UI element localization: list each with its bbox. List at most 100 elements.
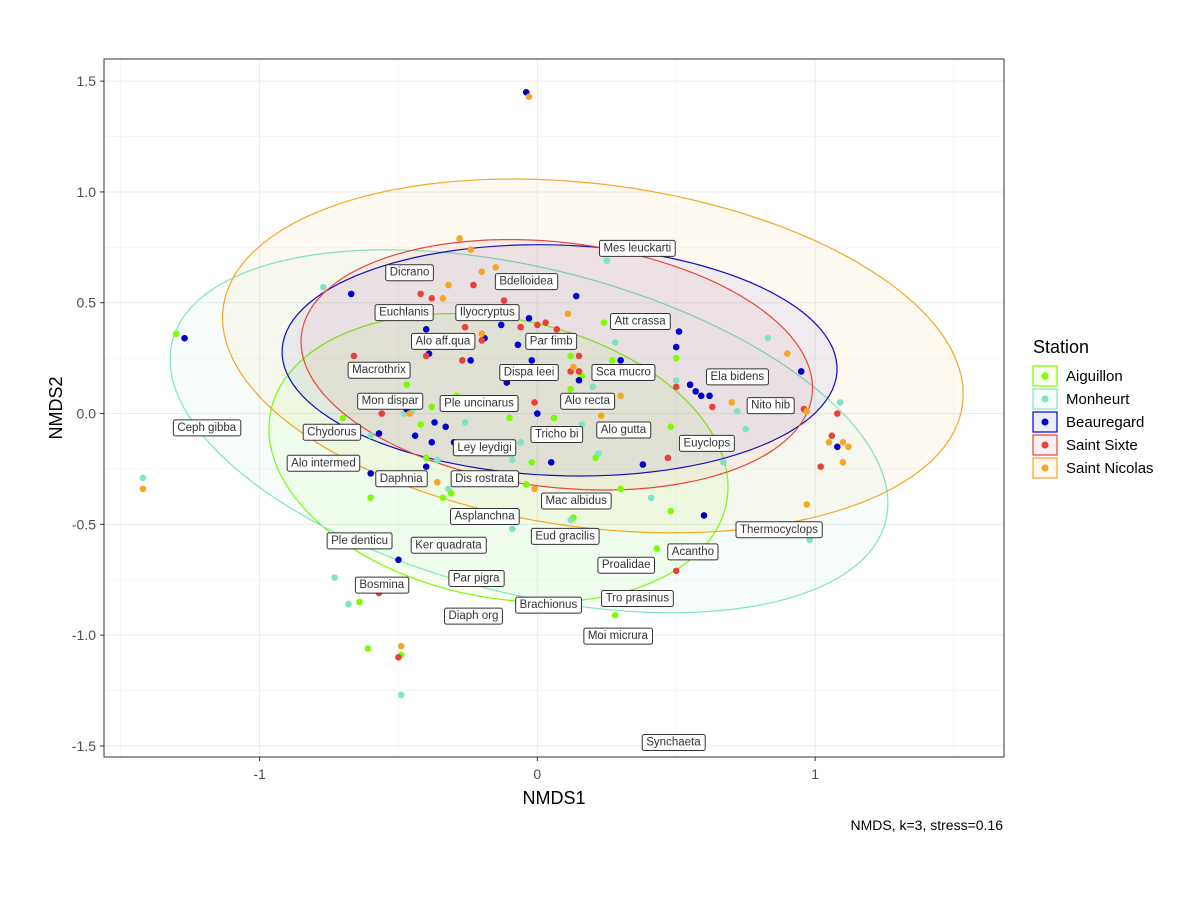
- species-label-box: [444, 607, 503, 625]
- point-saint-nicolas: [467, 246, 474, 253]
- species-label-text: Ple uncinarus: [444, 397, 514, 409]
- species-label: Synchaeta: [641, 733, 706, 751]
- species-label-box: [541, 492, 612, 510]
- point-saint-sixte: [575, 368, 583, 375]
- species-label-box: [385, 264, 434, 282]
- point-aiguillon: [356, 598, 363, 606]
- point-beauregard: [617, 357, 624, 364]
- chart-caption: NMDS, k=3, stress=0.16: [850, 817, 1003, 833]
- point-aiguillon: [439, 494, 447, 502]
- point-aiguillon: [403, 381, 411, 389]
- species-label-box: [347, 361, 411, 379]
- point-beauregard: [639, 461, 647, 468]
- point-monheurt: [611, 339, 619, 346]
- species-label-box: [494, 273, 559, 291]
- species-label-box: [610, 312, 671, 330]
- point-saint-nicolas: [617, 392, 624, 400]
- y-tick-label: 1.5: [77, 73, 97, 89]
- species-label-text: Tro prasinus: [606, 592, 670, 604]
- point-monheurt: [589, 383, 597, 391]
- legend-key-point: [1041, 441, 1049, 449]
- species-label: Nito hib: [746, 397, 795, 415]
- species-label: Mes leuckarti: [598, 239, 676, 257]
- species-label: Acantho: [667, 543, 719, 561]
- species-label-box: [515, 596, 582, 614]
- species-label-text: Att crassa: [615, 315, 667, 327]
- point-beauregard: [534, 410, 541, 417]
- species-label-box: [596, 421, 652, 439]
- legend-title: Station: [1033, 337, 1089, 357]
- point-saint-sixte: [834, 410, 841, 417]
- point-beauregard: [797, 368, 805, 375]
- species-label: Chydorus: [302, 423, 362, 441]
- species-label-box: [601, 589, 674, 607]
- point-aiguillon: [417, 421, 424, 428]
- species-label-box: [357, 392, 424, 410]
- point-beauregard: [411, 432, 419, 439]
- species-label-text: Nito hib: [751, 400, 790, 412]
- legend-key-point: [1041, 464, 1049, 472]
- species-label: Mac albidus: [541, 492, 612, 510]
- point-saint-nicolas: [439, 295, 447, 302]
- point-beauregard: [347, 290, 355, 298]
- species-label: Dicrano: [385, 264, 434, 282]
- species-label-box: [499, 363, 559, 381]
- species-label: Bosmina: [354, 576, 410, 594]
- point-monheurt: [509, 456, 516, 464]
- x-tick-label: 0: [533, 766, 541, 782]
- point-aiguillon: [550, 414, 558, 422]
- legend-label: Saint Sixte: [1066, 437, 1138, 454]
- point-aiguillon: [422, 454, 430, 462]
- point-monheurt: [397, 691, 405, 699]
- point-saint-sixte: [517, 323, 524, 331]
- species-label-text: Sca mucro: [596, 366, 651, 378]
- point-beauregard: [706, 392, 713, 400]
- point-saint-sixte: [350, 352, 358, 360]
- point-beauregard: [428, 439, 436, 446]
- species-label-text: Moi micrura: [588, 630, 649, 642]
- grid-lines: [104, 59, 1004, 757]
- species-label-box: [448, 570, 505, 588]
- species-label-text: Proalidae: [602, 559, 651, 571]
- point-aiguillon: [653, 545, 661, 553]
- point-beauregard: [834, 443, 841, 451]
- species-label: Dis rostrata: [450, 470, 520, 488]
- point-saint-sixte: [575, 352, 583, 360]
- point-monheurt: [139, 474, 147, 482]
- species-label: Thermocyclops: [735, 521, 823, 539]
- point-aiguillon: [522, 481, 530, 488]
- species-label-text: Eud gracilis: [535, 530, 595, 542]
- species-label-text: Bdelloidea: [499, 276, 553, 288]
- y-tick-label: -0.5: [72, 516, 96, 532]
- point-saint-sixte: [664, 454, 672, 462]
- y-axis-ticks: -1.5 -1.0 -0.5 0.0 0.5 1.0 1.5: [72, 73, 104, 754]
- species-label: Brachionus: [515, 596, 582, 614]
- point-aiguillon: [672, 354, 680, 362]
- point-beauregard: [575, 377, 583, 384]
- legend: Station Aiguillon Monheurt Beauregard Saint…: [1032, 337, 1154, 479]
- legend-label: Monheurt: [1066, 391, 1130, 408]
- legend-label: Aiguillon: [1066, 368, 1123, 385]
- point-saint-nicolas: [570, 363, 577, 371]
- point-saint-nicolas: [825, 439, 833, 446]
- species-label-text: Macrothrix: [352, 364, 406, 376]
- species-label: Alo gutta: [596, 421, 652, 439]
- x-axis-title: NMDS1: [522, 788, 585, 808]
- point-saint-nicolas: [839, 439, 847, 446]
- point-monheurt: [517, 439, 524, 446]
- point-saint-nicolas: [728, 399, 736, 406]
- point-aiguillon: [364, 645, 372, 652]
- species-label-text: Mes leuckarti: [603, 242, 671, 254]
- species-label: Alo aff.qua: [410, 332, 476, 350]
- point-beauregard: [395, 556, 402, 564]
- species-label-box: [678, 434, 735, 452]
- species-label: Eud gracilis: [530, 527, 600, 545]
- point-saint-sixte: [461, 323, 469, 331]
- species-label-text: Synchaeta: [646, 736, 701, 748]
- species-label-text: Alo gutta: [601, 424, 647, 436]
- species-label-box: [450, 507, 520, 525]
- point-monheurt: [734, 408, 741, 415]
- y-axis-title: NMDS2: [46, 376, 66, 439]
- species-label: Ela bidens: [705, 368, 769, 386]
